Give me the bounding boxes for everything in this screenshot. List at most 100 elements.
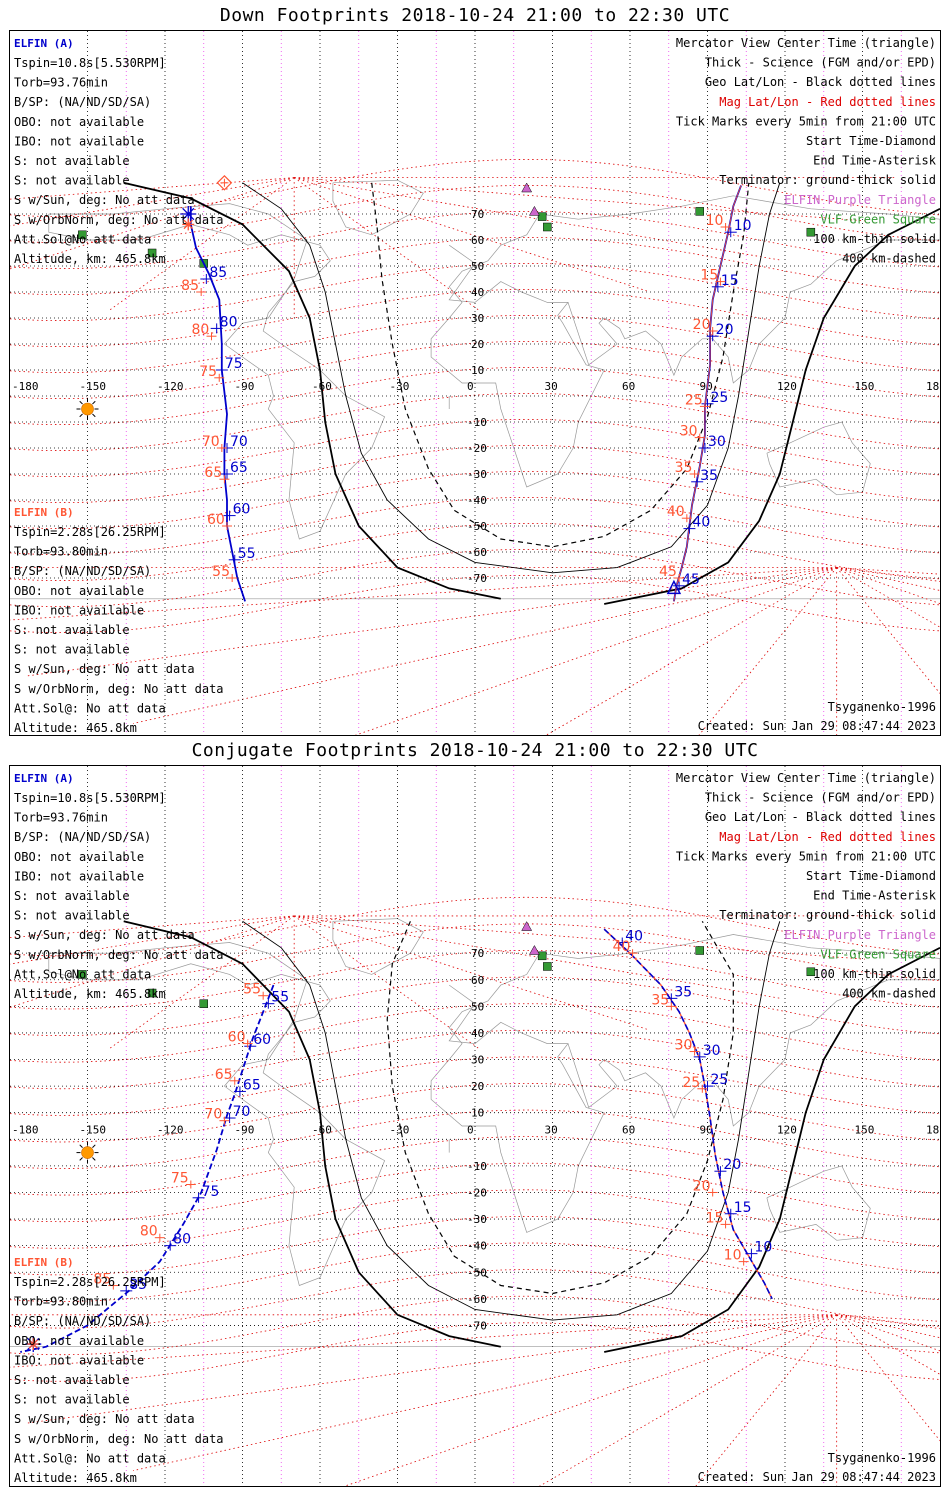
legend-line: Mercator View Center Time (triangle)	[676, 771, 936, 785]
elfin-a-track-west	[189, 206, 246, 602]
terminator-400km	[371, 182, 750, 548]
lat-label: 30	[471, 312, 484, 325]
lon-label: 120	[777, 380, 797, 393]
vlf-station-square	[806, 227, 816, 237]
elfin-a-tick-label: 60	[233, 502, 251, 518]
lat-label: 20	[471, 338, 484, 351]
elfin-a-info-line: S w/Sun, deg: No att data	[14, 193, 195, 207]
elfin-b-info-line: S w/OrbNorm, deg: No att data	[14, 682, 224, 696]
elfin-b-tick-label: 60	[228, 1030, 246, 1046]
mag-longitude-line	[698, 567, 837, 735]
lon-label: -30	[390, 380, 410, 393]
created-label: Created: Sun Jan 29 08:47:44 2023	[698, 719, 936, 733]
elfin-b-info-line: Tspin=2.28s[26.25RPM]	[14, 525, 166, 539]
mag-longitude-line	[294, 177, 780, 261]
elfin-b-tick-label: 10	[724, 1248, 742, 1264]
lat-label: -60	[467, 546, 487, 559]
legend-line: Mag Lat/Lon - Red dotted lines	[719, 95, 936, 109]
mag-longitude-line	[10, 915, 295, 938]
lon-label: 120	[777, 1123, 797, 1136]
sun-ray	[92, 413, 96, 418]
lat-label: 50	[471, 260, 484, 273]
elfin-b-tick-label: 15	[700, 268, 718, 284]
vlf-station-square	[147, 248, 157, 258]
elfin-a-info-line: S w/OrbNorm, deg: No att data	[14, 948, 224, 962]
mag-latitude-line	[10, 574, 940, 634]
legend-line: Geo Lat/Lon - Black dotted lines	[705, 75, 936, 89]
legend-line: ELFIN Purple Triangle	[784, 928, 936, 942]
mag-longitude-line	[108, 915, 295, 1050]
lat-label: -10	[467, 1160, 487, 1173]
legend: Mercator View Center Time (triangle) Thic…	[676, 36, 937, 266]
mag-latitude-line	[10, 366, 940, 426]
elfin-a-info-line: IBO: not available	[14, 869, 144, 883]
terminator-ground	[123, 920, 501, 1348]
elfin-a-tick-label: 35	[674, 984, 692, 1000]
legend-line: 100 km-thin solid	[813, 967, 936, 981]
mag-latitude-line	[10, 418, 940, 478]
elfin-a-tick-label: 45	[682, 572, 700, 588]
legend-line: Thick - Science (FGM and/or EPD)	[705, 56, 936, 70]
vlf-station-square	[537, 951, 547, 961]
legend-line: Mag Lat/Lon - Red dotted lines	[719, 830, 936, 844]
elfin-a-info-line: Tspin=10.8s[5.530RPM]	[14, 56, 166, 70]
elfin-b-tick-label: 65	[204, 465, 222, 481]
elfin-a-info-line: S: not available	[14, 909, 130, 923]
elfin-a-info-line: Tspin=10.8s[5.530RPM]	[14, 791, 166, 805]
elfin-purple-triangle	[528, 205, 540, 216]
elfin-b-info-line: OBO: not available	[14, 1334, 144, 1348]
legend-line: 100 km-thin solid	[813, 232, 936, 246]
mag-longitude-line	[836, 1314, 940, 1352]
down-panel-title: Down Footprints 2018-10-24 21:00 to 22:3…	[219, 5, 731, 26]
mag-longitude-line	[108, 177, 295, 312]
elfin-b-info-line: Torb=93.80min	[14, 1295, 108, 1309]
elfin-b-header: ELFIN (B)	[14, 506, 74, 519]
elfin-b-info: ELFIN (B) Tspin=2.28s[26.25RPM] Torb=93.80…	[14, 1256, 224, 1485]
elfin-b-tick-label: 20	[693, 1178, 711, 1194]
footer: Tsyganenko-1996 Created: Sun Jan 29 08:47…	[698, 700, 936, 733]
elfin-a-tick-label: 20	[723, 1157, 741, 1173]
mag-latitude-line	[10, 470, 940, 530]
lat-label: -70	[467, 572, 487, 585]
elfin-b-tick-label: 35	[675, 460, 693, 476]
lon-grid-pink	[125, 766, 902, 1486]
mag-longitude-line	[294, 177, 647, 292]
lat-label: -50	[467, 520, 487, 533]
lon-label: -120	[157, 1123, 184, 1136]
legend-line: Start Time-Diamond	[806, 134, 936, 148]
elfin-a-tick-label: 60	[253, 1032, 271, 1048]
elfin-a-info-line: B/SP: (NA/ND/SD/SA)	[14, 830, 151, 844]
end-asterisk-b-icon	[27, 1338, 40, 1351]
mag-longitude-line	[344, 1314, 837, 1486]
vlf-station-square	[543, 962, 552, 971]
vlf-station-square	[806, 967, 816, 977]
elfin-b-tick-label: 85	[181, 278, 199, 294]
elfin-b-tick-label: 25	[685, 392, 703, 408]
elfin-b-tick-label: 80	[140, 1224, 158, 1240]
lat-label: 70	[471, 208, 484, 221]
elfin-a-track-west	[20, 984, 275, 1353]
lat-label: 10	[471, 1107, 484, 1120]
lon-label: 90	[700, 380, 713, 393]
terminator-400km	[386, 920, 734, 1295]
legend-line: Thick - Science (FGM and/or EPD)	[705, 791, 936, 805]
elfin-a-tick-label: 85	[129, 1277, 147, 1293]
lon-label: -120	[157, 380, 184, 393]
elfin-purple-triangle	[528, 944, 540, 955]
terminator-ground	[604, 946, 940, 1353]
elfin-b-info-line: IBO: not available	[14, 1353, 144, 1367]
lat-labels: 70 60 50 40 30 20 10 -10 -20 -30 -40 -50 -60 -70	[467, 208, 487, 585]
center-time-triangle-icon	[666, 579, 682, 595]
coastline-path	[430, 195, 940, 488]
legend-line: End Time-Asterisk	[813, 889, 937, 903]
elfin-a-tick-label: 65	[243, 1077, 261, 1093]
lat-label: -70	[467, 1319, 487, 1332]
created-label: Created: Sun Jan 29 08:47:44 2023	[698, 1470, 936, 1484]
elfin-a-info-line: IBO: not available	[14, 134, 144, 148]
legend-line: Tick Marks every 5min from 21:00 UTC	[676, 849, 936, 863]
legend-line: Geo Lat/Lon - Black dotted lines	[705, 810, 936, 824]
lon-label: -180	[12, 380, 39, 393]
mag-longitude-line	[10, 915, 295, 1008]
elfin-b-tick-label: 25	[682, 1075, 700, 1091]
elfin-b-info-line: S: not available	[14, 623, 130, 637]
